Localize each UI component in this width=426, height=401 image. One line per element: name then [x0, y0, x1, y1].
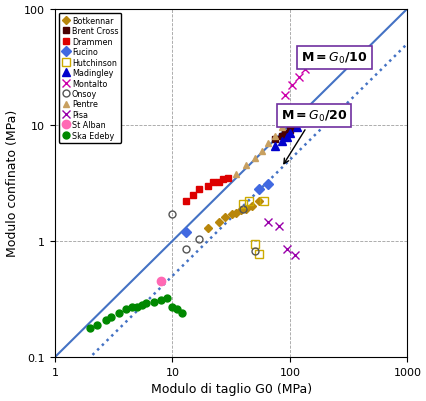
- Text: $\mathbf{M = \mathit{G_0}/10}$: $\mathbf{M = \mathit{G_0}/10}$: [300, 51, 367, 66]
- X-axis label: Modulo di taglio G0 (MPa): Modulo di taglio G0 (MPa): [150, 383, 311, 395]
- Y-axis label: Modulo confinato (MPa): Modulo confinato (MPa): [6, 110, 18, 257]
- Text: $\mathbf{M = \mathit{G_0}/20}$: $\mathbf{M = \mathit{G_0}/20}$: [280, 109, 346, 164]
- Legend: Botkennar, Brent Cross, Drammen, Fucino, Hutchinson, Madingley, Montalto, Onsoy,: Botkennar, Brent Cross, Drammen, Fucino,…: [59, 14, 121, 144]
